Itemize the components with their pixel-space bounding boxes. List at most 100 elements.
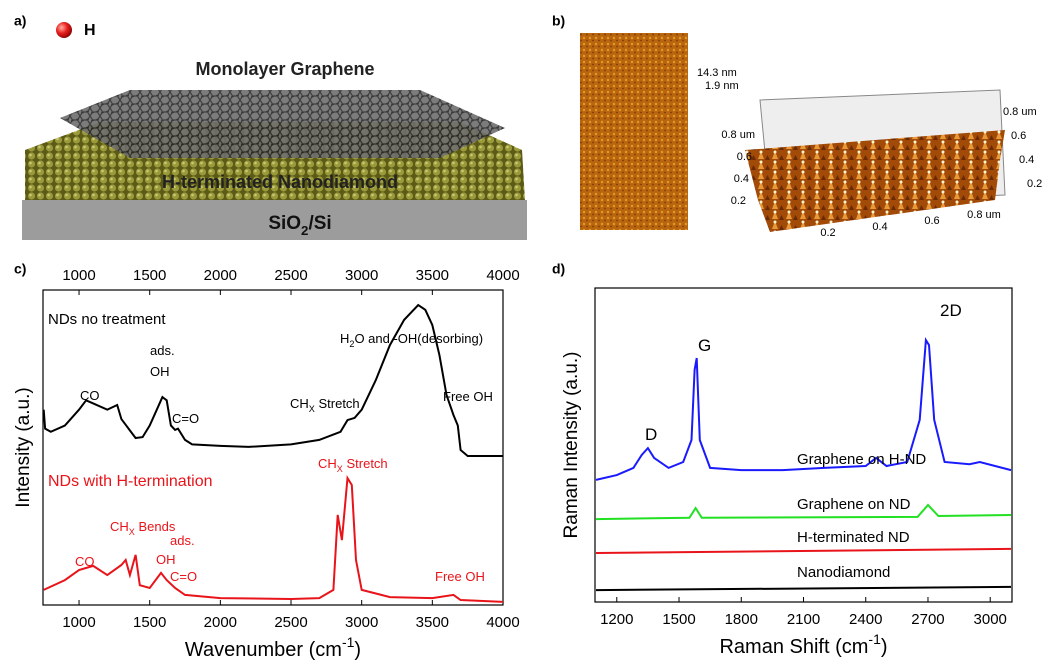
annotation-part: ads. <box>150 343 175 358</box>
x-tick-label: 2500 <box>274 267 307 284</box>
hydrogen-icon <box>56 22 72 38</box>
series-label: Nanodiamond <box>797 564 890 581</box>
annotation-part: CO <box>80 388 100 403</box>
annotation-part: Free OH <box>435 569 485 584</box>
x-tick-label: 4000 <box>486 614 519 631</box>
annotation: Free OH <box>435 569 485 584</box>
annotation: C=O <box>170 569 197 584</box>
annotation-part: Free OH <box>443 389 493 404</box>
series-label: Graphene on ND <box>797 496 911 513</box>
annotation: H2O and -OH(desorbing) <box>340 331 483 349</box>
annotation-part: CH <box>318 456 337 471</box>
panel-label: c) <box>14 261 26 277</box>
annotation: CO <box>80 388 100 403</box>
x-tick-label: 3000 <box>345 267 378 284</box>
x-tick-label: 1800 <box>725 611 758 628</box>
axis-label: 0.6 <box>737 151 752 163</box>
annotation: C=O <box>172 411 199 426</box>
x-tick-label: 1500 <box>133 614 166 631</box>
annotation-part: C=O <box>172 411 199 426</box>
spectrum <box>596 549 1011 553</box>
graphene-sheet <box>60 90 505 158</box>
series-label: NDs with H-termination <box>48 473 212 490</box>
x-axis-label-part: Wavenumber (cm <box>185 639 342 661</box>
x-tick-label: 3000 <box>974 611 1007 628</box>
axis-label: 0.2 <box>1027 178 1042 190</box>
annotation: CHX Stretch <box>290 396 360 414</box>
annotation-part: Stretch <box>343 456 388 471</box>
y-axis-label: Raman Intensity (a.u.) <box>561 352 582 539</box>
x-tick-label: 2700 <box>911 611 944 628</box>
x-axis-label-sup: -1 <box>868 631 881 647</box>
axis-label: 0.4 <box>1019 154 1034 166</box>
x-tick-label: 2500 <box>274 614 307 631</box>
z-label: 14.3 nm <box>697 67 737 79</box>
y-axis-label: Intensity (a.u.) <box>13 387 34 507</box>
panel-label: b) <box>552 13 565 29</box>
afm-image <box>580 33 688 230</box>
axis-label: 0.2 <box>820 227 835 239</box>
annotation-part: 2D <box>940 301 962 320</box>
axis-label: 0.2 <box>731 195 746 207</box>
annotation-part: CH <box>290 396 309 411</box>
x-tick-label: 3500 <box>416 267 449 284</box>
series-label: H-terminated ND <box>797 529 910 546</box>
axis-label: 0.6 <box>924 215 939 227</box>
substrate-label-sub: 2 <box>301 223 308 238</box>
annotation-part: OH <box>150 364 170 379</box>
annotation: 2D <box>940 301 962 320</box>
annotation: CO <box>75 554 95 569</box>
annotation: OH <box>150 364 170 379</box>
annotation: ads. <box>170 533 195 548</box>
panel-a: a) H Monolayer Graphene H-terminated Nan… <box>14 13 527 240</box>
annotation-part: OH <box>156 552 176 567</box>
plot-frame <box>595 288 1012 602</box>
annotation-part: C=O <box>170 569 197 584</box>
axis-label: 0.4 <box>872 221 887 233</box>
axis-label: 0.6 <box>1011 130 1026 142</box>
axis-label: 0.4 <box>734 173 749 185</box>
x-axis-label-sup: -1 <box>342 634 355 650</box>
axis-label: 0.8 um <box>967 209 1001 221</box>
x-axis-label-part: Raman Shift (cm <box>719 636 868 658</box>
panel-label: d) <box>552 261 565 277</box>
x-tick-label: 2000 <box>204 614 237 631</box>
annotation-part: Bends <box>135 519 176 534</box>
x-axis-label: Wavenumber (cm-1) <box>185 634 361 662</box>
legend-text: H <box>84 22 96 39</box>
axis-label: 0.8 um <box>1003 106 1037 118</box>
annotation-part: D <box>645 425 657 444</box>
x-axis-label-part: ) <box>354 639 361 661</box>
annotation: CHX Bends <box>110 519 176 537</box>
spectrum <box>596 587 1011 590</box>
graphene-label: Monolayer Graphene <box>195 59 374 79</box>
x-axis-label: Raman Shift (cm-1) <box>719 631 887 659</box>
axis-label: 0.8 um <box>721 129 755 141</box>
x-tick-label: 3000 <box>345 614 378 631</box>
annotation: CHX Stretch <box>318 456 388 474</box>
x-tick-label: 2100 <box>787 611 820 628</box>
panel-c: c) 1000100015001500200020002500250030003… <box>13 261 520 662</box>
annotation-part: Stretch <box>315 396 360 411</box>
z-label: 1.9 nm <box>705 80 739 92</box>
panel-b: b) 14.3 nm1.9 nm 0.8 um 0.6 0.4 0.2 0.8 um 0.6… <box>552 13 1042 239</box>
x-tick-label: 1000 <box>62 614 95 631</box>
annotation-part: G <box>698 336 711 355</box>
annotation: D <box>645 425 657 444</box>
annotation: ads. <box>150 343 175 358</box>
x-tick-label: 2400 <box>849 611 882 628</box>
x-tick-label: 1000 <box>62 267 95 284</box>
x-tick-label: 1200 <box>600 611 633 628</box>
annotation: G <box>698 336 711 355</box>
annotation-part: CH <box>110 519 129 534</box>
series-label: Graphene on H-ND <box>797 451 926 468</box>
nanodiamond-label: H-terminated Nanodiamond <box>162 172 398 192</box>
annotation: OH <box>156 552 176 567</box>
annotation: Free OH <box>443 389 493 404</box>
x-tick-label: 2000 <box>204 267 237 284</box>
x-tick-label: 3500 <box>416 614 449 631</box>
x-tick-label: 4000 <box>486 267 519 284</box>
series-label: NDs no treatment <box>48 311 166 328</box>
annotation-part: H <box>340 331 349 346</box>
